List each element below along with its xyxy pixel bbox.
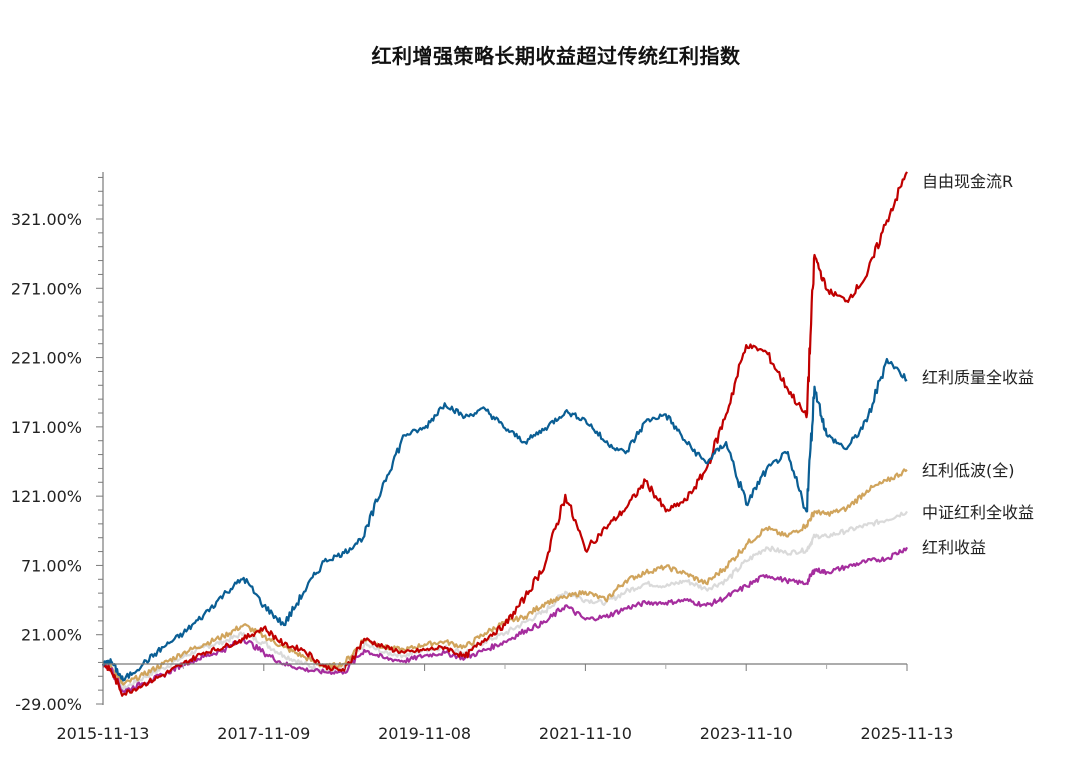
series-line [102, 510, 908, 691]
series-line [102, 171, 908, 697]
x-tick-label: 2025-11-13 [861, 724, 954, 743]
x-tick-label: 2017-11-09 [217, 724, 310, 743]
series-label: 中证红利全收益 [922, 503, 1034, 522]
y-tick-label: 171.00% [11, 418, 82, 437]
x-axis-ticks: 2015-11-13 2017-11-09 2019-11-08 2021-11-10… [57, 664, 954, 743]
y-tick-label: -29.00% [15, 695, 82, 714]
series-line [101, 546, 908, 694]
y-axis-ticks: 321.00% 271.00% 221.00% 171.00% 121.00% 71.00… [11, 176, 103, 714]
x-tick-label: 2019-11-08 [378, 724, 471, 743]
y-tick-label: 321.00% [11, 210, 82, 229]
chart-title: 红利增强策略长期收益超过传统红利指数 [371, 44, 741, 68]
x-tick-label: 2015-11-13 [57, 724, 150, 743]
x-tick-label: 2021-11-10 [539, 724, 632, 743]
series-label: 自由现金流R [922, 172, 1013, 191]
series-label: 红利低波(全) [922, 461, 1015, 480]
y-tick-label: 221.00% [11, 349, 82, 368]
series-line [102, 357, 908, 682]
y-tick-label: 21.00% [21, 626, 82, 645]
y-tick-label: 71.00% [21, 556, 82, 575]
series-label: 红利质量全收益 [922, 368, 1034, 387]
series-label: 红利收益 [922, 538, 986, 557]
y-tick-label: 121.00% [11, 487, 82, 506]
series-layer [101, 171, 908, 697]
y-tick-label: 271.00% [11, 279, 82, 298]
series-line [101, 468, 908, 686]
x-tick-label: 2023-11-10 [700, 724, 793, 743]
